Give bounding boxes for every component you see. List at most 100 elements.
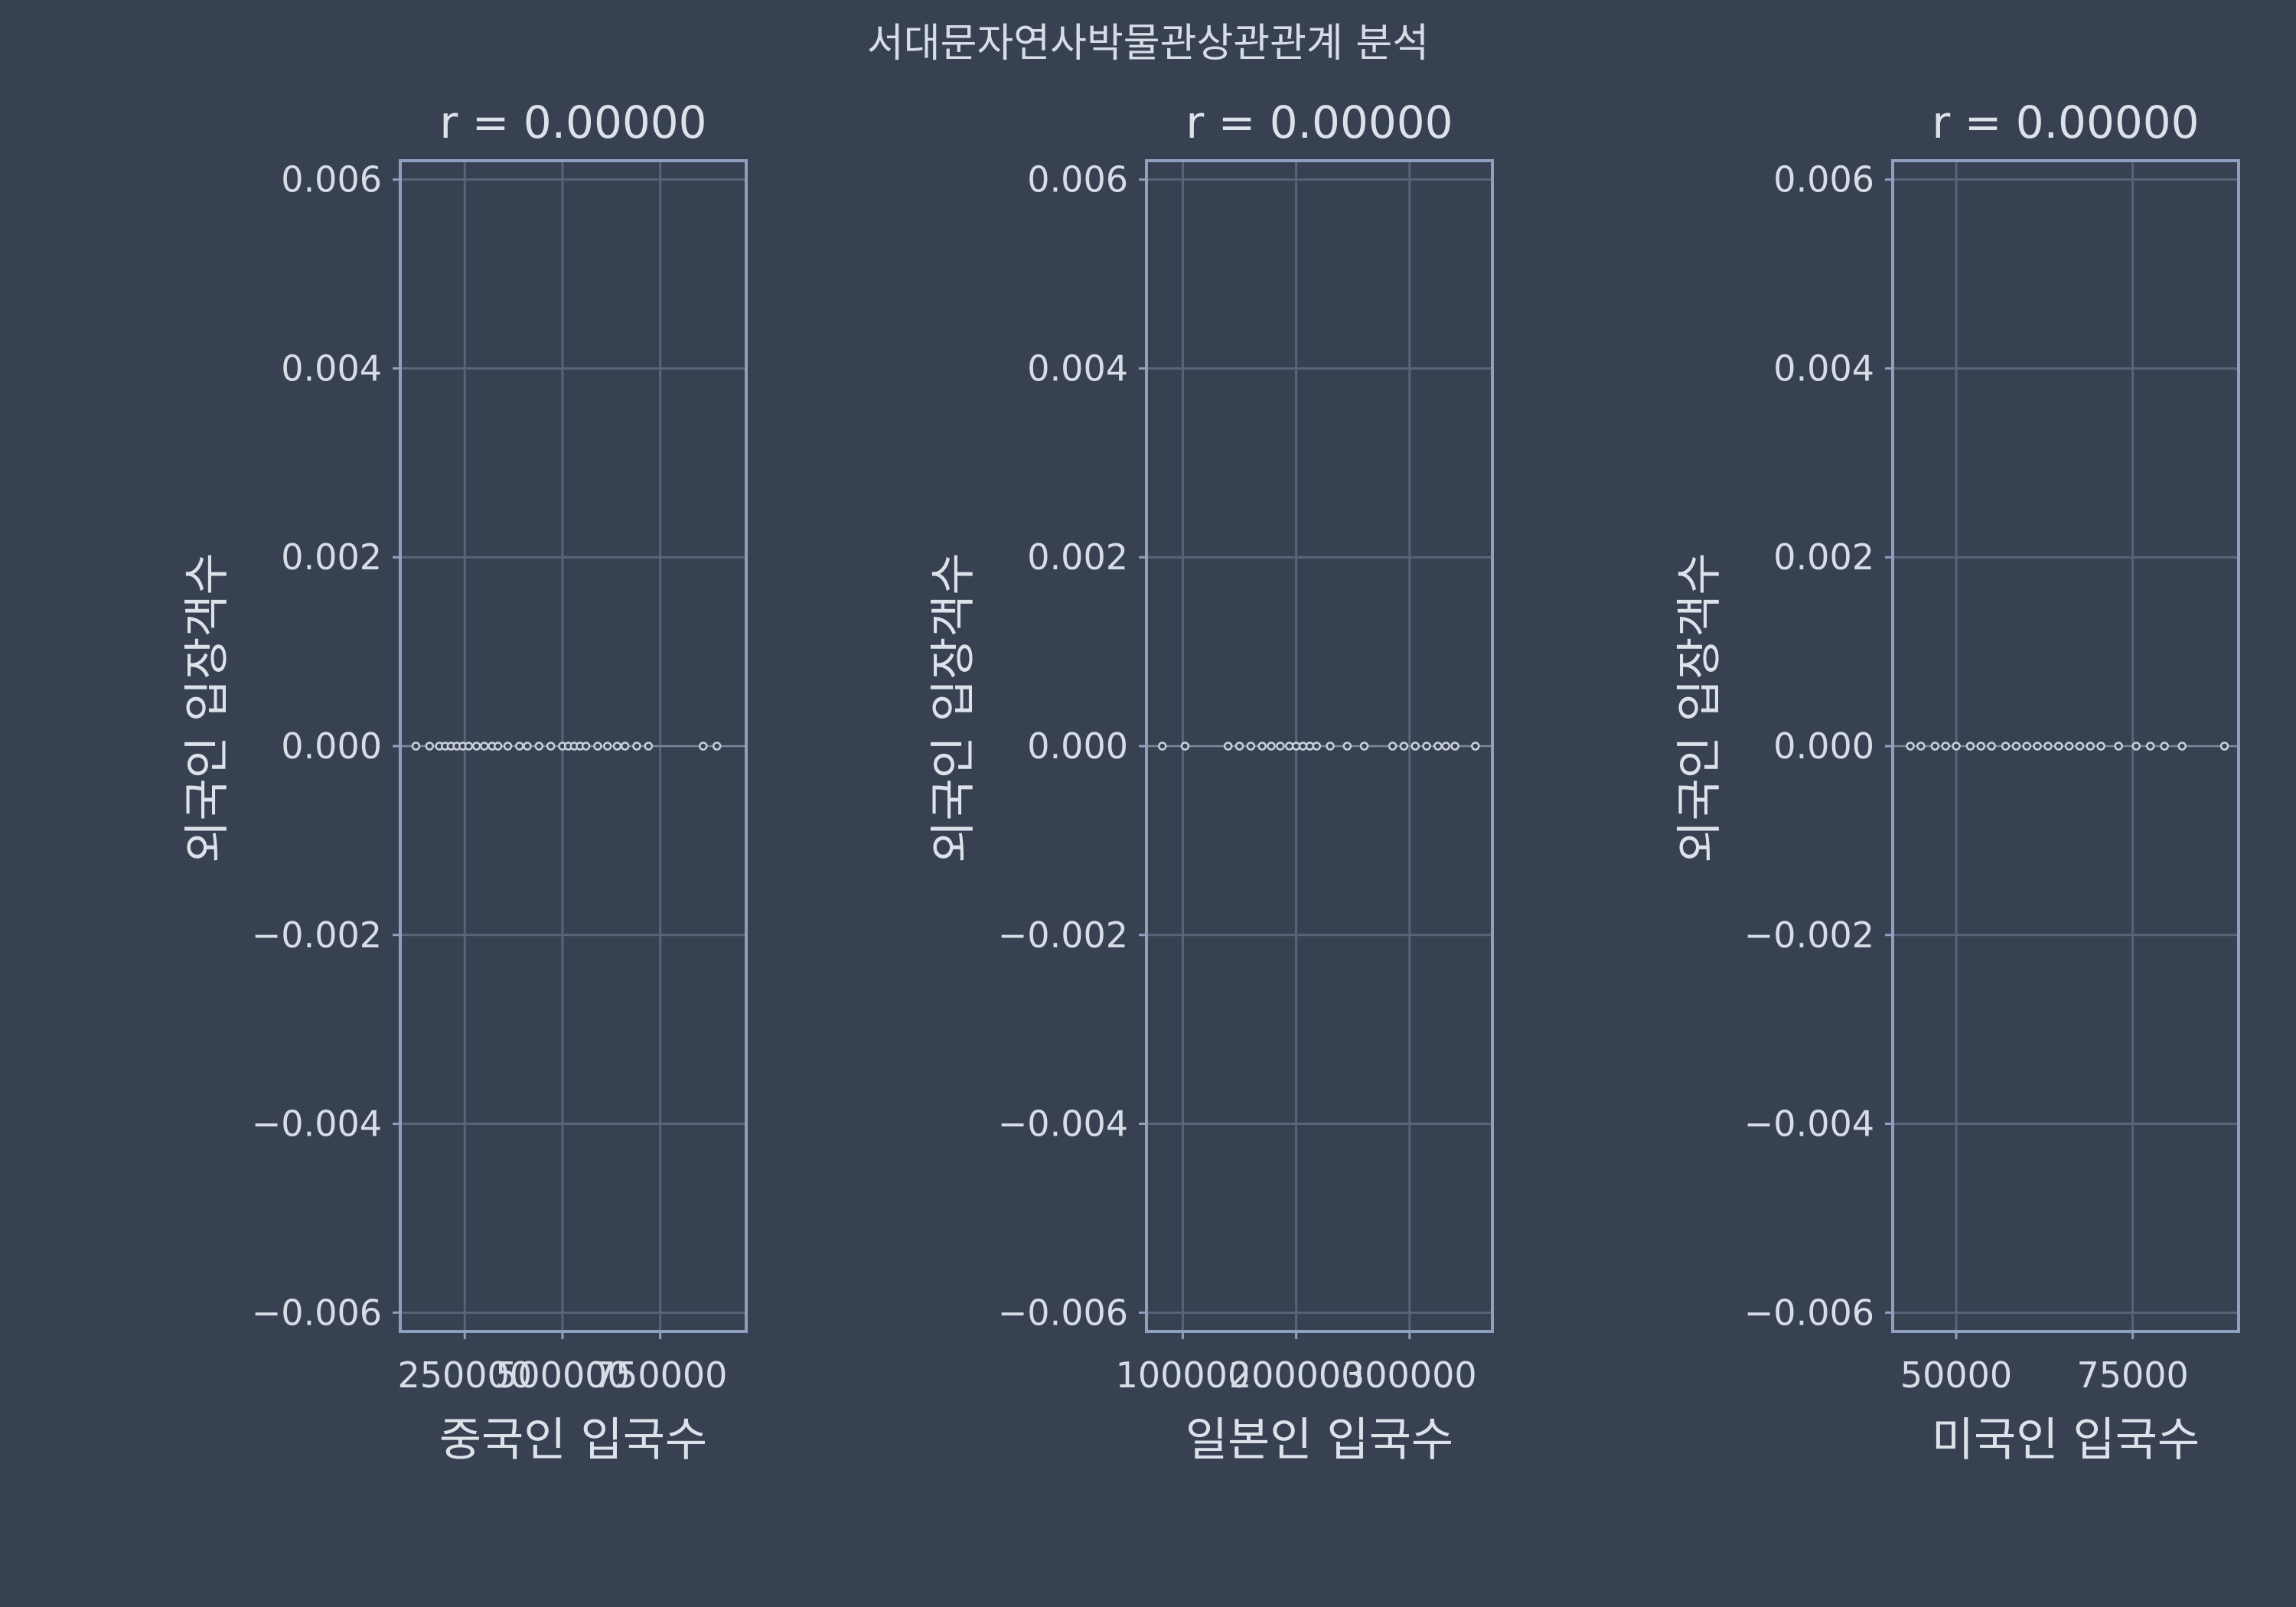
y-tick-label: 0.000 (281, 725, 382, 767)
x-tick-label: 500000 (495, 1354, 630, 1396)
data-point (593, 742, 602, 751)
data-point (471, 742, 481, 751)
data-point (2131, 742, 2141, 751)
data-point (546, 742, 556, 751)
x-tick-label: 750000 (593, 1354, 728, 1396)
data-point (1941, 742, 1950, 751)
data-point (1276, 742, 1285, 751)
data-point (1422, 742, 1431, 751)
x-tick-label: 250000 (397, 1354, 532, 1396)
data-point (1399, 742, 1409, 751)
x-tick-label: 75000 (2076, 1354, 2188, 1396)
data-point (2011, 742, 2021, 751)
data-point (523, 742, 532, 751)
data-point (1342, 742, 1352, 751)
y-tick-label: −0.002 (252, 914, 382, 956)
data-point (1223, 742, 1233, 751)
data-point (612, 742, 622, 751)
x-axis-label: 일본인 입국수 (1186, 1413, 1453, 1467)
data-point (1987, 742, 1996, 751)
data-point (1388, 742, 1397, 751)
y-tick-label: 0.006 (1773, 159, 1874, 200)
y-tick-label: −0.006 (252, 1292, 382, 1333)
data-point (1965, 742, 1975, 751)
data-point (1930, 742, 1940, 751)
x-tick-label: 50000 (1900, 1354, 2012, 1396)
y-tick-label: −0.004 (1744, 1103, 1874, 1145)
data-point (2054, 742, 2063, 751)
subplot-title: r = 0.00000 (439, 96, 706, 148)
data-point (2145, 742, 2155, 751)
y-tick-label: 0.002 (1773, 536, 1874, 578)
data-point (2219, 742, 2229, 751)
data-point (712, 742, 722, 751)
x-tick-label: 100000 (1116, 1354, 1251, 1396)
y-axis-label: 외국인 입장객수 (1673, 553, 1727, 862)
y-tick-label: 0.000 (1027, 725, 1128, 767)
data-point (644, 742, 654, 751)
data-point (1976, 742, 1986, 751)
data-point (1916, 742, 1926, 751)
data-point (1180, 742, 1190, 751)
x-tick-label: 200000 (1229, 1354, 1364, 1396)
data-point (534, 742, 544, 751)
y-tick-label: 0.000 (1773, 725, 1874, 767)
x-tick-label: 300000 (1342, 1354, 1477, 1396)
y-tick-label: −0.006 (1744, 1292, 1874, 1333)
data-point (632, 742, 641, 751)
data-point (1359, 742, 1369, 751)
data-point (2086, 742, 2095, 751)
y-tick-label: −0.004 (252, 1103, 382, 1145)
data-point (1471, 742, 1480, 751)
data-point (581, 742, 591, 751)
y-tick-label: −0.006 (998, 1292, 1128, 1333)
y-tick-label: −0.004 (998, 1103, 1128, 1145)
data-point (1157, 742, 1167, 751)
data-point (1257, 742, 1267, 751)
y-tick-label: 0.004 (281, 347, 382, 389)
data-point (602, 742, 612, 751)
data-point (493, 742, 503, 751)
data-point (1952, 742, 1961, 751)
data-point (464, 742, 474, 751)
y-tick-label: 0.004 (1773, 347, 1874, 389)
y-axis-label: 외국인 입장객수 (927, 553, 980, 862)
y-axis-label: 외국인 입장객수 (181, 553, 234, 862)
data-point (2001, 742, 2011, 751)
data-point (2064, 742, 2074, 751)
y-tick-label: 0.002 (1027, 536, 1128, 578)
data-point (425, 742, 435, 751)
data-point (1450, 742, 1459, 751)
data-point (1433, 742, 1443, 751)
data-point (1906, 742, 1915, 751)
data-point (2096, 742, 2105, 751)
subplot-title: r = 0.00000 (1932, 96, 2199, 148)
figure-title: 서대문자연사박물관상관관계 분석 (867, 21, 1429, 67)
subplot-title: r = 0.00000 (1186, 96, 1453, 148)
data-point (1312, 742, 1322, 751)
data-point (1326, 742, 1335, 751)
y-tick-label: 0.004 (1027, 347, 1128, 389)
data-point (2075, 742, 2085, 751)
y-tick-label: 0.006 (281, 159, 382, 200)
subplot-3: 0.006 0.004 0.002 0.000 −0.002 −0.004 −0.006 50… (1673, 96, 2240, 1467)
subplot-1: 0.006 0.004 0.002 0.000 −0.002 −0.004 −0.006 25… (181, 96, 748, 1467)
y-tick-label: 0.006 (1027, 159, 1128, 200)
data-point (2022, 742, 2032, 751)
data-point (503, 742, 513, 751)
data-point (2033, 742, 2042, 751)
x-axis-label: 미국인 입국수 (1932, 1413, 2200, 1467)
data-point (1441, 742, 1450, 751)
data-point (2177, 742, 2187, 751)
x-axis-label: 중국인 입국수 (439, 1413, 707, 1467)
data-point (1267, 742, 1276, 751)
y-tick-label: −0.002 (998, 914, 1128, 956)
data-point (620, 742, 630, 751)
data-point (2160, 742, 2169, 751)
data-point (2043, 742, 2053, 751)
data-point (480, 742, 489, 751)
data-point (515, 742, 524, 751)
data-point (411, 742, 421, 751)
y-tick-label: −0.002 (1744, 914, 1874, 956)
